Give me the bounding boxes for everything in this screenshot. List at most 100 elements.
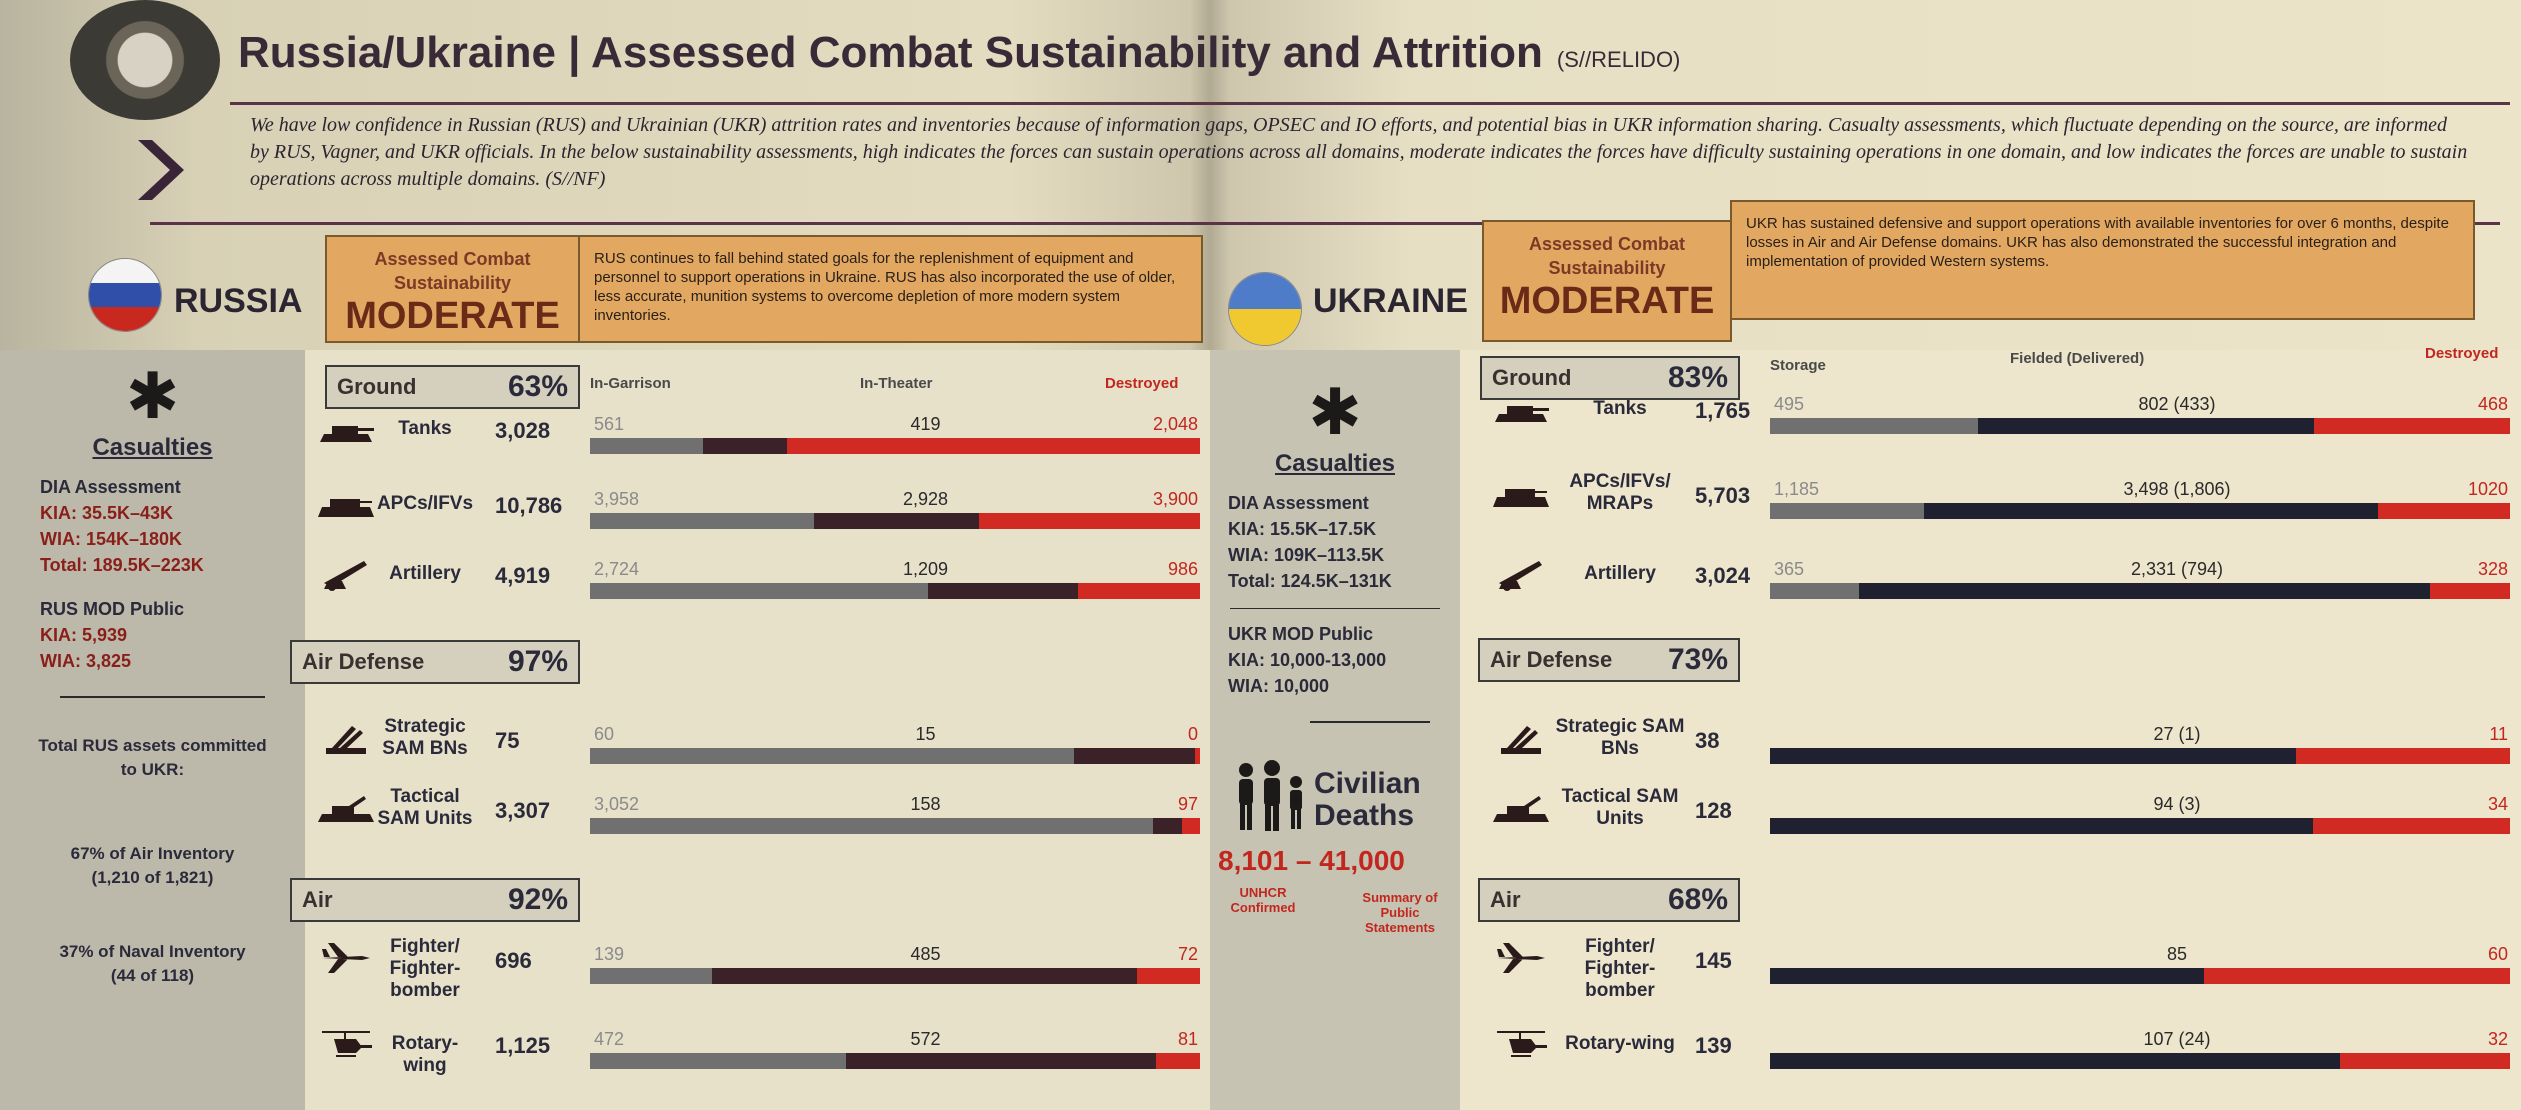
item-total: 5,703 [1695,483,1751,508]
destroyed-value: 0 [1187,724,1198,744]
storage-value: 60 [594,724,615,744]
ukraine-air-defense-pct: 73% [1667,643,1728,676]
destroyed-value: 468 [2477,394,2508,414]
agency-seal [70,0,220,120]
item-total: 10,786 [495,493,563,518]
ukraine-ground-label: Ground [1492,365,1572,390]
destroyed-value: 11 [2489,724,2508,744]
intro-rule [150,222,2500,225]
inventory-bar [590,818,1200,834]
fielded-value: 572 [910,1029,941,1049]
storage-segment [1770,583,1860,599]
destroyed-segment [1182,818,1200,834]
item-total: 1,765 [1695,398,1751,423]
ukraine-col-storage: Storage [1770,357,1826,374]
strategic-sam-icon [326,726,366,754]
inventory-bar [590,438,1200,454]
destroyed-segment [1136,968,1200,984]
storage-value: 139 [594,944,625,964]
destroyed-segment [2313,818,2510,834]
fielded-value: 27 (1) [2153,724,2201,744]
ukraine-country-name: UKRAINE [1313,282,1468,320]
destroyed-value: 72 [1177,944,1198,964]
ukraine-acs-box: Assessed Combat Sustainability MODERATE [1482,220,1732,342]
storage-value: 2,724 [594,559,640,579]
ukraine-dia-kia: KIA: 15.5K–17.5K [1228,519,1377,539]
fielded-value: 15 [915,724,936,744]
ukraine-air-defense-header: Air Defense 73% [1478,638,1740,682]
russia-acs-summary: RUS continues to fall behind stated goal… [578,235,1203,343]
russia-dia-total: Total: 189.5K–223K [40,555,204,575]
inventory-bar [1770,818,2510,834]
ukraine-ground-header: Ground 83% [1480,356,1740,400]
destroyed-value: 3,900 [1152,489,1198,509]
title-classification: (S//RELIDO) [1556,47,1681,72]
inventory-bar [590,583,1200,599]
inventory-bar [1770,968,2510,984]
fielded-segment [1923,503,2378,519]
storage-segment [590,438,703,454]
destroyed-segment [979,513,1200,529]
ukraine-acs-summary: UKR has sustained defensive and support … [1730,200,2475,320]
fielded-segment [1770,818,2314,834]
storage-segment [1770,503,1924,519]
item-label: Rotary-wing [1565,1033,1675,1054]
russia-col-destroyed: Destroyed [1105,375,1179,392]
helicopter-icon [1497,1031,1547,1057]
ukraine-sidebar-rule-1 [1230,608,1440,609]
inventory-bar [1770,503,2510,519]
destroyed-value: 1020 [2467,479,2508,499]
fielded-value: 1,209 [902,559,949,579]
destroyed-value: 60 [2487,944,2508,964]
destroyed-segment [2339,1053,2510,1069]
russia-naval-inventory-detail: (44 of 118) [110,966,195,985]
storage-value: 365 [1774,559,1805,579]
ukraine-mod-label: UKR MOD Public [1228,624,1374,644]
russia-acs-rating: MODERATE [345,295,560,337]
destroyed-value: 32 [2487,1029,2508,1049]
destroyed-segment [2313,418,2510,434]
fielded-segment [813,513,980,529]
russia-mod-label: RUS MOD Public [40,599,185,619]
storage-segment [590,583,928,599]
item-label: Strategic SAM BNs [382,716,468,759]
storage-value: 495 [1774,394,1805,414]
russia-naval-inventory-pct: 37% of Naval Inventory [59,942,246,961]
destroyed-segment [1195,748,1200,764]
intro-paragraph: We have low confidence in Russian (RUS) … [250,114,2468,190]
russia-air-defense-label: Air Defense [302,649,425,674]
item-total: 4,919 [495,563,551,588]
storage-segment [590,968,712,984]
apc-icon [1493,489,1549,507]
destroyed-value: 986 [1167,559,1198,579]
fielded-segment [1770,1053,2340,1069]
ukraine-col-fielded: Fielded (Delivered) [2010,350,2145,367]
fielded-segment [1770,968,2204,984]
russia-mod-wia: WIA: 3,825 [40,651,132,671]
item-total: 3,028 [495,418,551,443]
apc-icon [318,499,374,517]
page-title: Russia/Ukraine | Assessed Combat Sustain… [238,28,1680,78]
inventory-bar [1770,748,2510,764]
inventory-bar [590,513,1200,529]
russia-acs-label: Assessed Combat Sustainability [374,249,531,293]
tank-icon [1495,406,1549,422]
ukraine-dia-wia: WIA: 109K–113.5K [1228,545,1385,565]
destroyed-segment [2429,583,2510,599]
fielded-segment [1859,583,2430,599]
item-label: Fighter/ Fighter-bomber [1584,936,1656,1001]
ukraine-casualty-sidebar: ✱ Casualties DIA Assessment KIA: 15.5K–1… [1210,350,1460,1110]
medical-star-icon: ✱ [125,360,180,432]
item-label: Tactical SAM Units [377,786,473,829]
item-total: 3,024 [1695,563,1751,588]
storage-value: 472 [594,1029,625,1049]
inventory-bar [1770,1053,2510,1069]
inventory-bar [590,1053,1200,1069]
russia-ground-pct: 63% [507,370,568,403]
fighter-jet-icon [1497,943,1545,973]
storage-segment [1770,418,1978,434]
destroyed-segment [1077,583,1200,599]
fielded-value: 2,331 (794) [2130,559,2224,579]
civilian-source-unhcr: UNHCR Confirmed [1230,885,1296,915]
